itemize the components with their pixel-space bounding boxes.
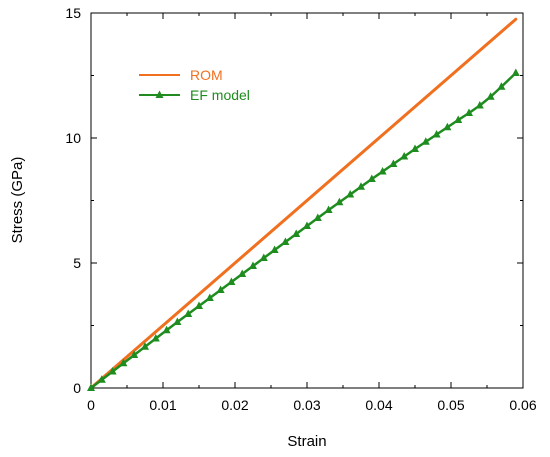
data-point-ef-model: [313, 213, 322, 221]
data-point-ef-model: [173, 317, 182, 325]
data-point-ef-model: [184, 309, 193, 317]
data-point-ef-model: [151, 334, 160, 342]
data-point-ef-model: [421, 137, 430, 145]
data-point-ef-model: [87, 383, 95, 391]
y-tick-label: 10: [65, 130, 81, 146]
data-point-ef-model: [486, 92, 495, 100]
data-point-ef-model: [97, 375, 106, 383]
data-point-ef-model: [367, 174, 376, 182]
x-tick-label: 0: [87, 397, 95, 413]
data-point-ef-model: [432, 130, 441, 138]
data-point-ef-model: [259, 253, 268, 261]
data-point-ef-model: [227, 277, 236, 285]
data-point-ef-model: [130, 350, 139, 358]
data-point-ef-model: [281, 237, 290, 245]
data-point-ef-model: [205, 293, 214, 301]
data-point-ef-model: [497, 82, 506, 90]
data-point-ef-model: [141, 342, 149, 350]
x-tick-label: 0.02: [221, 397, 248, 413]
data-point-ef-model: [303, 221, 311, 229]
x-tick-label: 0.03: [293, 397, 320, 413]
data-point-ef-model: [162, 325, 171, 334]
data-point-ef-model: [411, 144, 419, 152]
axis-ticks: [90, 12, 524, 389]
legend-label-rom: ROM: [190, 67, 223, 83]
series-line-ef-model: [89, 71, 518, 390]
data-point-ef-model: [475, 101, 484, 109]
y-tick-label: 0: [73, 380, 81, 396]
data-point-ef-model: [238, 269, 247, 277]
series-layer: [87, 17, 520, 391]
series-line-rom: [89, 17, 518, 390]
data-point-ef-model: [357, 182, 365, 190]
data-point-ef-model: [454, 115, 463, 123]
data-point-ef-model: [465, 108, 473, 116]
data-point-ef-model: [346, 190, 355, 198]
data-point-ef-model: [216, 285, 225, 293]
x-tick-label: 0.05: [437, 397, 464, 413]
x-tick-label: 0.04: [365, 397, 392, 413]
legend-marker-ef-model: [155, 90, 164, 98]
data-point-ef-model: [511, 68, 520, 76]
data-point-ef-model: [292, 229, 301, 237]
data-point-ef-model: [108, 367, 117, 375]
y-axis-title: Stress (GPa): [9, 157, 26, 244]
data-point-ef-model: [443, 122, 452, 131]
x-axis-title: Strain: [287, 433, 326, 450]
data-point-ef-model: [335, 197, 344, 206]
data-point-ef-model: [195, 301, 203, 309]
data-point-ef-model: [119, 358, 128, 367]
data-point-ef-model: [249, 261, 257, 269]
data-point-ef-model: [270, 245, 279, 253]
data-point-ef-model: [378, 167, 387, 175]
x-tick-label: 0.06: [509, 397, 536, 413]
data-point-ef-model: [324, 205, 333, 213]
data-point-ef-model: [389, 159, 398, 167]
legend: ROM EF model: [139, 67, 250, 103]
legend-label-ef-model: EF model: [190, 87, 250, 103]
data-point-ef-model: [400, 152, 409, 160]
x-tick-label: 0.01: [149, 397, 176, 413]
axis-tick-labels: 0 0.01 0.02 0.03 0.04 0.05 0.06 0 5 10 15: [65, 5, 536, 413]
y-tick-label: 5: [73, 255, 81, 271]
y-tick-label: 15: [65, 5, 81, 21]
